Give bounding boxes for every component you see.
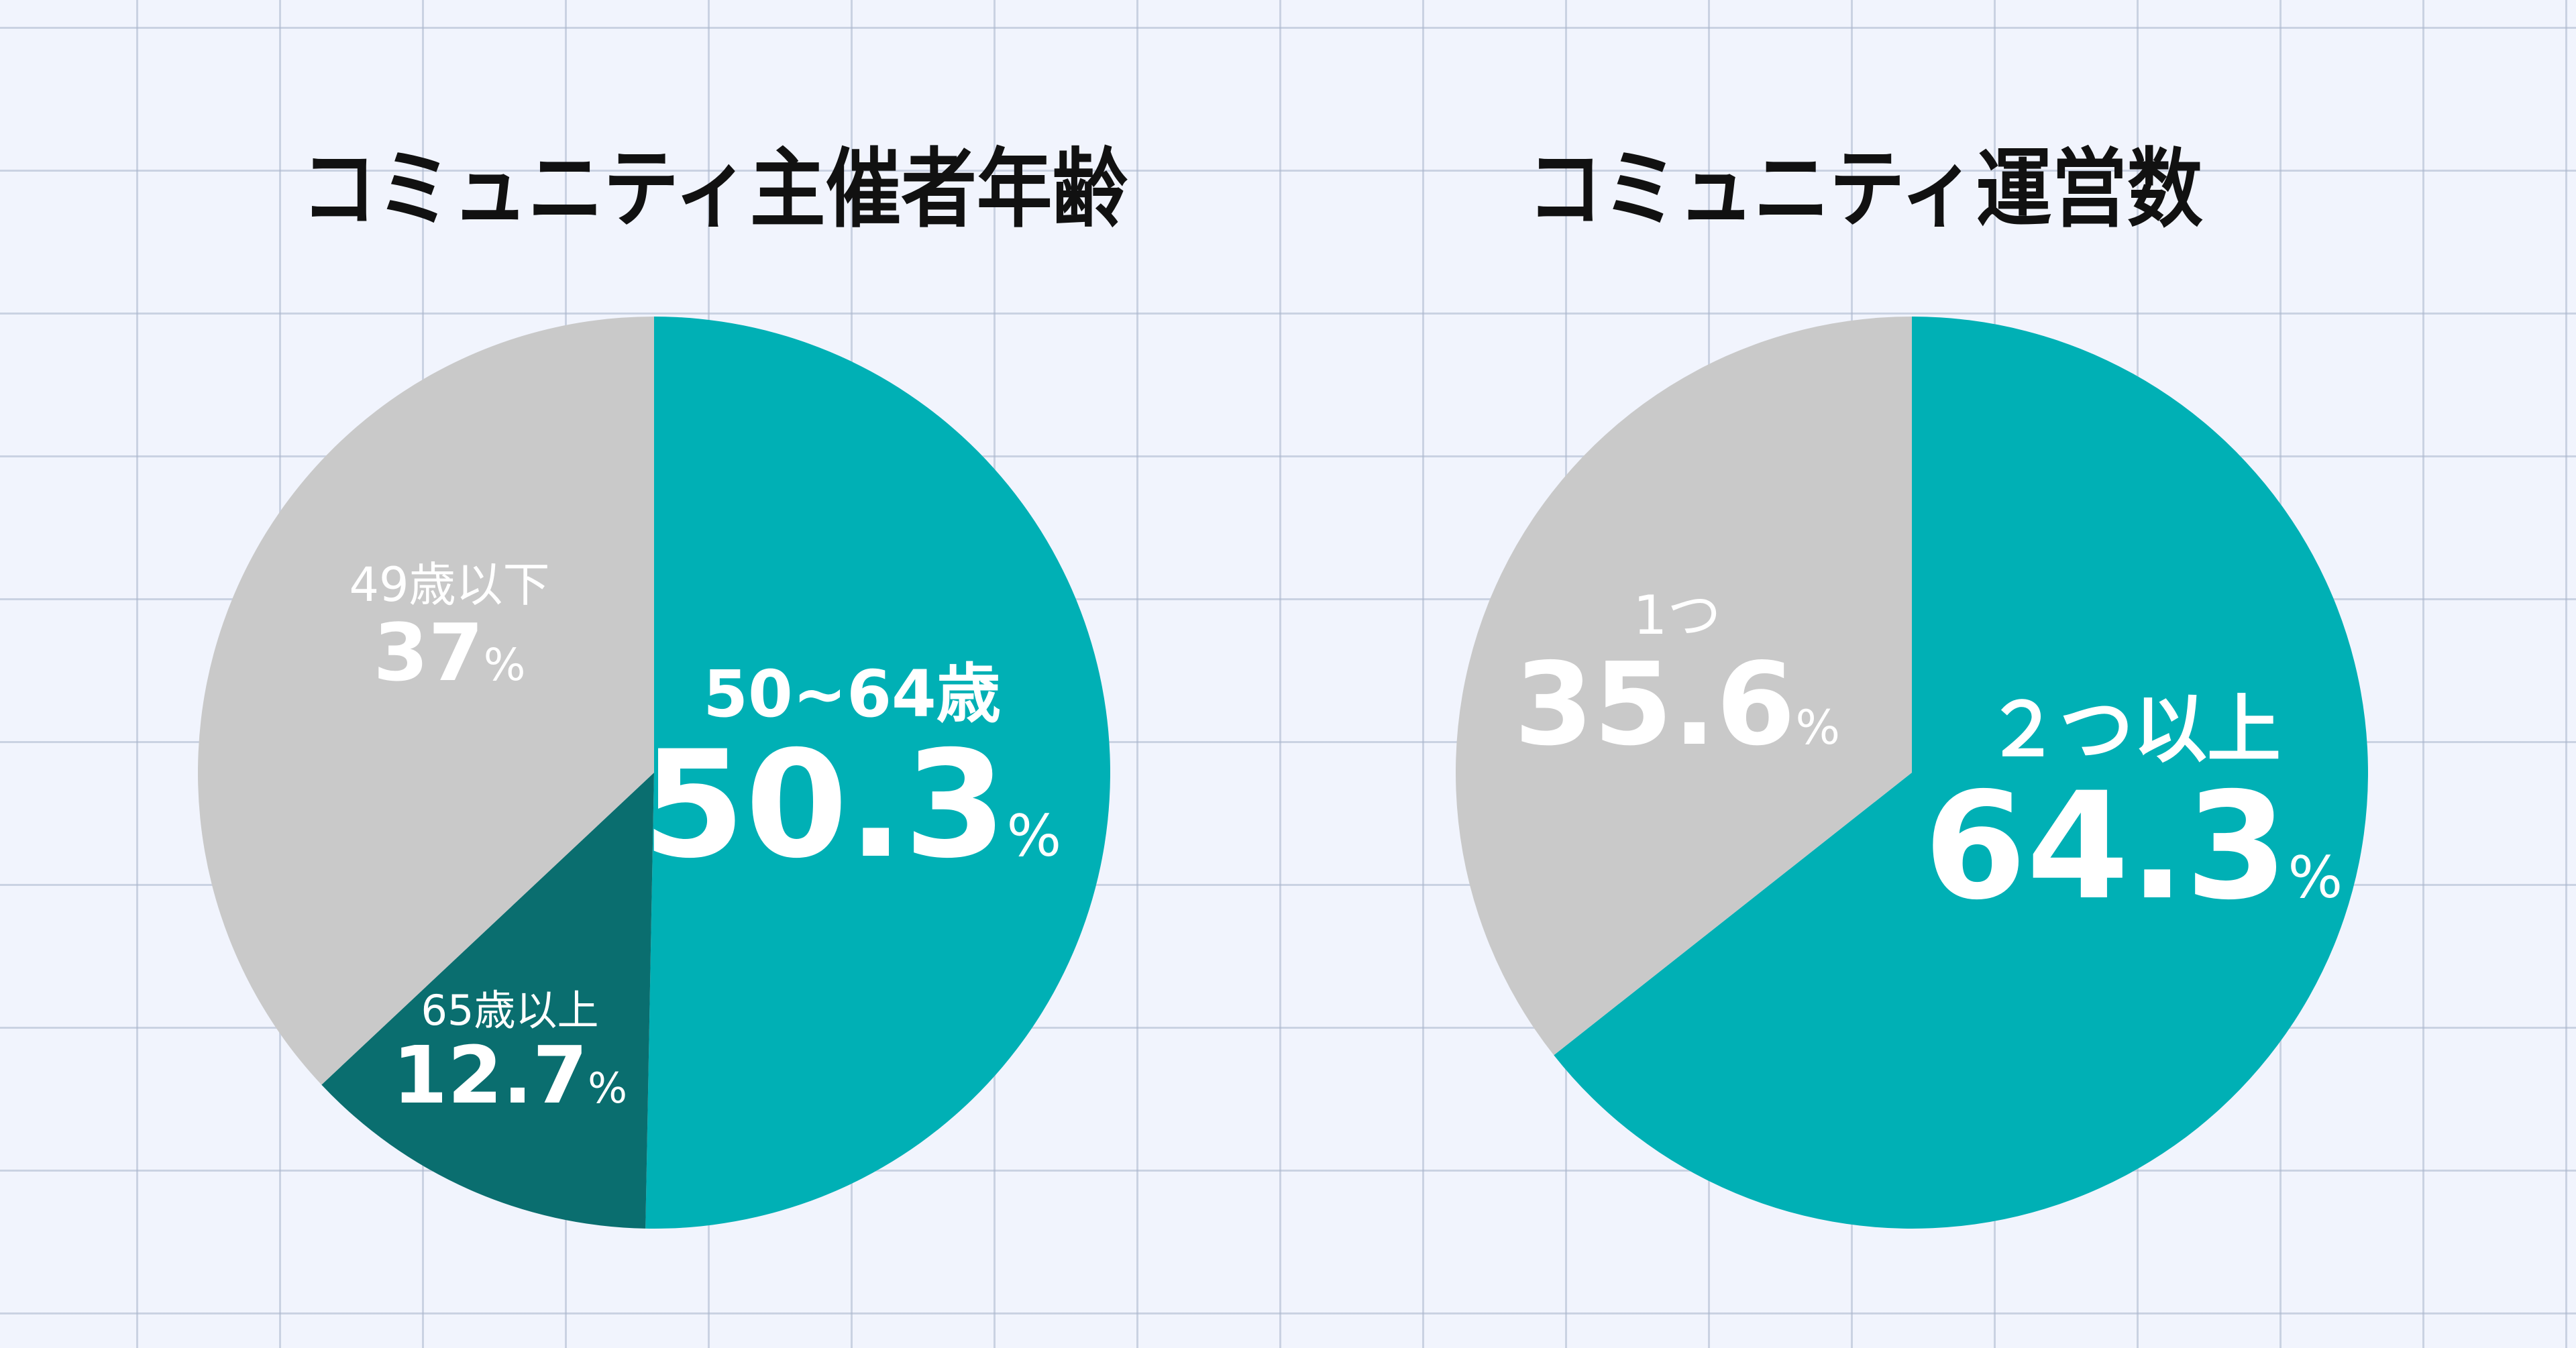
category-label: ２つ以上 — [1986, 687, 2281, 773]
percent-label: 12.7% — [376, 1035, 644, 1115]
slice-label-count-two-plus: ２つ以上 64.3% — [1865, 687, 2402, 920]
percent-sign: % — [588, 1064, 628, 1113]
percent-sign: % — [483, 639, 526, 691]
percent-label: 37% — [309, 613, 590, 692]
percent-label: 64.3% — [1865, 773, 2402, 920]
chart-title-community-count: コミュニティ運営数 — [1527, 139, 2203, 239]
slice-label-age-under-49: 49歳以下 37% — [309, 557, 590, 692]
chart-title-organizer-age: コミュニティ主催者年齢 — [301, 139, 1128, 239]
category-label: 1つ — [1633, 584, 1721, 647]
pie-slice-count-0 — [1554, 317, 2369, 1229]
category-label: 49歳以下 — [349, 557, 550, 612]
percent-value: 64.3 — [1923, 760, 2288, 932]
percent-label: 50.3% — [624, 731, 1080, 879]
category-label: 65歳以上 — [421, 986, 599, 1035]
pie-slice-count-1 — [1455, 316, 1912, 1056]
percent-value: 37 — [373, 606, 484, 699]
percent-value: 12.7 — [392, 1029, 588, 1122]
category-label: 50~64歳 — [703, 657, 1001, 732]
percent-sign: % — [1795, 700, 1840, 755]
percent-sign: % — [2288, 844, 2343, 911]
percent-value: 35.6 — [1514, 638, 1796, 771]
pie-slice-age-1 — [321, 773, 654, 1229]
slice-label-count-one: 1つ 35.6% — [1503, 583, 1851, 762]
percent-sign: % — [1006, 803, 1062, 870]
slice-label-age-over-65: 65歳以上 12.7% — [376, 986, 644, 1115]
slice-label-age-50-64: 50~64歳 50.3% — [624, 657, 1080, 879]
pie-slice-age-2 — [197, 317, 654, 1085]
percent-label: 35.6% — [1503, 648, 1851, 762]
pie-slice-age-0 — [645, 316, 1111, 1229]
percent-value: 50.3 — [642, 719, 1007, 891]
